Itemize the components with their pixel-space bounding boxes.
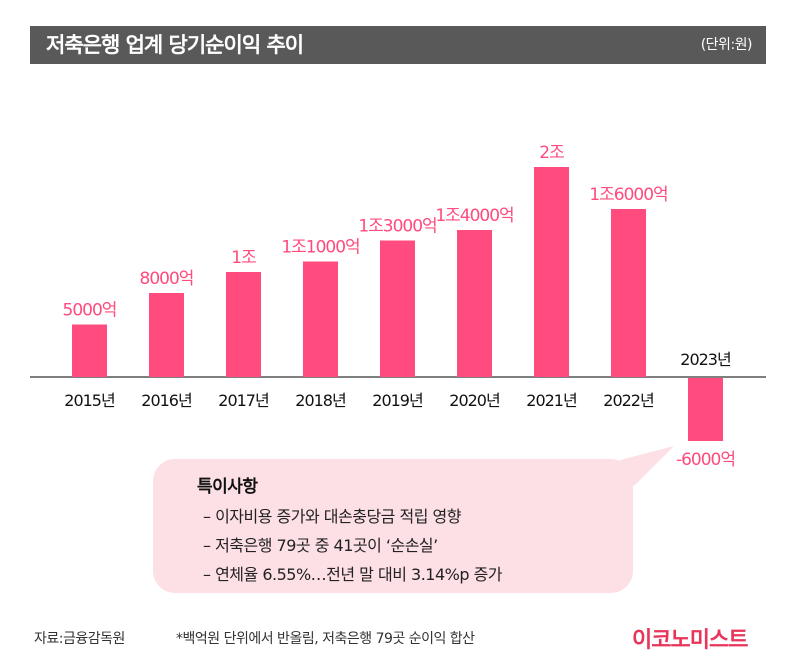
note-item-2: – 저축은행 79곳 중 41곳이 ‘순손실’ (203, 536, 438, 555)
data-label-2017년: 1조 (231, 248, 256, 268)
bar-2021년 (534, 167, 569, 377)
unit-label: (단위:원) (700, 37, 753, 53)
category-label-2016년: 2016년 (141, 391, 192, 410)
category-label-2019년: 2019년 (372, 391, 423, 410)
category-label-2017년: 2017년 (218, 391, 269, 410)
category-label-2023년: 2023년 (680, 350, 731, 369)
bar-2018년 (303, 261, 338, 377)
footnote: *백억원 단위에서 반올림, 저축은행 79곳 순이익 합산 (176, 631, 475, 647)
data-label-2020년: 1조4000억 (435, 206, 513, 226)
chart-title: 저축은행 업계 당기순이익 추이 (46, 33, 304, 57)
notes-box (153, 459, 633, 593)
bar-2016년 (149, 293, 184, 377)
data-label-2023년: -6000억 (676, 450, 735, 470)
logo: 이코노미스트 (632, 628, 748, 653)
category-label-2018년: 2018년 (295, 391, 346, 410)
category-label-2021년: 2021년 (526, 391, 577, 410)
bar-2015년 (72, 324, 107, 377)
callout-tail (620, 446, 674, 486)
data-label-2022년: 1조6000억 (589, 185, 667, 205)
bar-2017년 (226, 272, 261, 377)
source-label: 자료:금융감독원 (34, 631, 125, 647)
data-label-2019년: 1조3000억 (358, 217, 436, 237)
note-item-3: – 연체율 6.55%…전년 말 대비 3.14%p 증가 (203, 565, 503, 584)
data-label-2016년: 8000억 (140, 269, 194, 289)
title-bar: 저축은행 업계 당기순이익 추이 (단위:원) (30, 26, 766, 64)
data-label-2015년: 5000억 (63, 301, 117, 321)
data-label-2018년: 1조1000억 (281, 238, 359, 258)
data-label-2021년: 2조 (539, 143, 564, 163)
note-item-1: – 이자비용 증가와 대손충당금 적립 영향 (203, 507, 461, 526)
bar-2020년 (457, 230, 492, 377)
category-label-2020년: 2020년 (449, 391, 500, 410)
bar-2022년 (611, 209, 646, 377)
notes-heading: 특이사항 (197, 477, 258, 497)
bar-2019년 (380, 240, 415, 377)
category-label-2022년: 2022년 (603, 391, 654, 410)
category-label-2015년: 2015년 (64, 391, 115, 410)
bar-2023년 (688, 378, 723, 441)
